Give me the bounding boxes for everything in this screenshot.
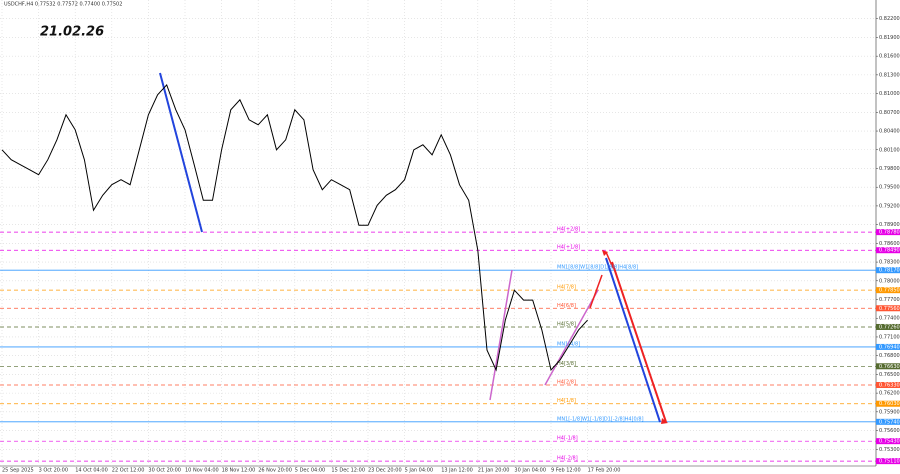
x-tick-label: 15 Dec 12:00 [331, 468, 365, 474]
projection-arrow [589, 274, 603, 309]
y-tick-label: 0.81900 [879, 35, 900, 41]
drawings [159, 72, 668, 424]
price-box [876, 363, 900, 370]
y-tick-label: 0.81600 [879, 54, 900, 60]
y-tick-label: 0.79200 [879, 203, 900, 209]
price-box-label: 0.78780 [879, 230, 900, 236]
level-label: H4[+1/8] [557, 245, 580, 251]
price-box [876, 343, 900, 350]
y-tick-label: 0.75300 [879, 447, 900, 453]
price-box-label: 0.75430 [879, 439, 900, 445]
x-tick-label: 23 Dec 20:00 [368, 468, 402, 474]
price-box-label: 0.75110 [879, 459, 900, 465]
price-box [876, 438, 900, 445]
level-label: H4[5/8] [557, 321, 576, 327]
price-line [1, 83, 588, 372]
level-label: MN1[4/8] [557, 341, 580, 347]
level-label: MN1[8/8]W1[8/8]D1[8/8]H4[8/8] [557, 265, 638, 271]
annotation: 21.02.26 [40, 25, 104, 40]
y-tick-label: 0.79500 [879, 185, 900, 191]
trend-line [489, 269, 513, 401]
y-tick-label: 0.81300 [879, 72, 900, 78]
level-label: H4[7/8] [557, 285, 576, 291]
x-tick-label: 26 Nov 20:00 [258, 468, 292, 474]
x-tick-label: 22 Oct 12:00 [112, 468, 145, 474]
trend-line [544, 289, 599, 386]
y-tick-label: 0.75900 [879, 409, 900, 415]
price-box-label: 0.78170 [879, 268, 900, 274]
level-label: H4[2/8] [557, 380, 576, 386]
level-label: H4[3/8] [557, 361, 576, 367]
y-tick-label: 0.77700 [879, 297, 900, 303]
price-box-label: 0.77260 [879, 324, 900, 330]
price-box-label: 0.76030 [879, 401, 900, 407]
x-tick-label: 21 Jan 20:00 [478, 468, 510, 474]
price-box-label: 0.75740 [879, 419, 900, 425]
y-tick-label: 0.76800 [879, 353, 900, 359]
level-label: H4[+2/8] [557, 227, 580, 233]
y-tick-label: 0.75600 [879, 428, 900, 434]
y-tick-label: 0.76500 [879, 372, 900, 378]
y-tick-label: 0.78000 [879, 278, 900, 284]
price-box [876, 323, 900, 330]
y-tick-label: 0.79800 [879, 166, 900, 172]
y-tick-label: 0.82200 [879, 16, 900, 22]
trend-line [159, 72, 203, 233]
x-tick-label: 9 Feb 12:00 [551, 468, 581, 474]
level-label: H4[-1/8] [557, 436, 578, 442]
y-tick-label: 0.80700 [879, 110, 900, 116]
x-tick-label: 14 Oct 04:00 [75, 468, 108, 474]
arrow-head [602, 250, 608, 256]
price-box [876, 229, 900, 236]
x-tick-label: 17 Feb 20:00 [588, 468, 621, 474]
price-box [876, 305, 900, 312]
projection-arrow [605, 257, 661, 423]
price-box [876, 400, 900, 407]
price-box [876, 247, 900, 254]
y-tick-label: 0.81000 [879, 91, 900, 97]
price-box-label: 0.77560 [879, 306, 900, 312]
price-box-label: 0.76330 [879, 383, 900, 389]
projection-arrow [611, 261, 667, 423]
y-tick-label: 0.77400 [879, 316, 900, 322]
x-tick-label: 13 Jan 12:00 [441, 468, 473, 474]
chart-title: USDCHF,H4 0.77532 0.77572 0.77400 0.7750… [4, 2, 122, 8]
y-tick-label: 0.78600 [879, 241, 900, 247]
y-tick-label: 0.76200 [879, 391, 900, 397]
price-box-label: 0.76940 [879, 344, 900, 350]
projection-arrow [605, 251, 614, 269]
x-tick-label: 18 Nov 12:00 [222, 468, 256, 474]
x-tick-label: 30 Oct 20:00 [148, 468, 181, 474]
price-box [876, 418, 900, 425]
y-tick-label: 0.78300 [879, 260, 900, 266]
level-label: H4[1/8] [557, 398, 576, 404]
x-tick-label: 3 Oct 20:00 [39, 468, 68, 474]
price-box-label: 0.76630 [879, 364, 900, 370]
level-label: H4[-2/8] [557, 456, 578, 462]
y-tick-label: 0.80100 [879, 147, 900, 153]
y-tick-label: 0.80400 [879, 129, 900, 135]
x-tick-label: 5 Dec 04:00 [295, 468, 325, 474]
y-tick-label: 0.78900 [879, 222, 900, 228]
x-tick-label: 25 Sep 2025 [2, 468, 34, 474]
level-label: H4[6/8] [557, 303, 576, 309]
x-tick-label: 10 Nov 04:00 [185, 468, 219, 474]
y-tick-label: 0.77100 [879, 334, 900, 340]
level-label: MN1[-1/8]W1[-1/8]D1[-2/8]H4[0/8] [557, 416, 644, 422]
price-box [876, 267, 900, 274]
x-tick-label: 30 Jan 04:00 [514, 468, 546, 474]
price-box-label: 0.78490 [879, 248, 900, 254]
price-box [876, 382, 900, 389]
price-box [876, 458, 900, 465]
price-box-label: 0.77850 [879, 288, 900, 294]
x-tick-label: 5 Jan 04:00 [405, 468, 433, 474]
price-box [876, 287, 900, 294]
arrow-head [661, 418, 668, 424]
